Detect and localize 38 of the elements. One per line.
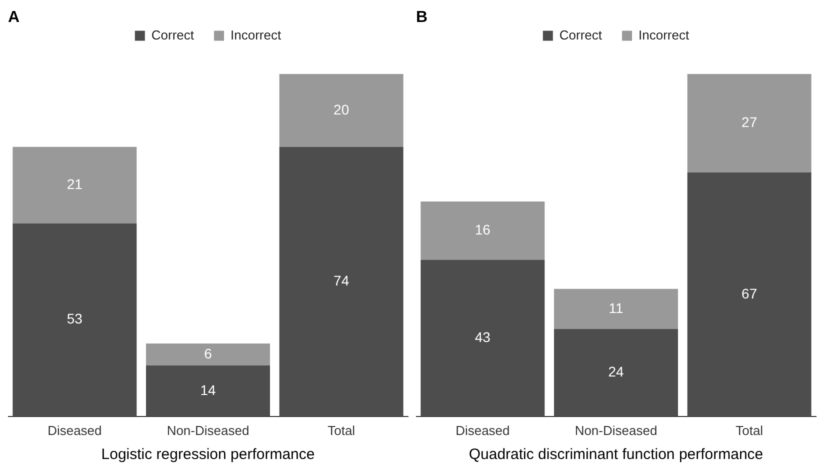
bar [687, 172, 812, 416]
x-tick-label: Non-Diseased [166, 422, 250, 438]
data-label: 24 [608, 364, 624, 380]
legend-label: Incorrect [230, 27, 282, 42]
data-label: 67 [742, 285, 758, 302]
data-label: 6 [204, 345, 212, 362]
data-label: 74 [334, 272, 350, 289]
bar [687, 74, 812, 172]
bar [420, 260, 545, 416]
data-label: 14 [200, 382, 216, 398]
bar [279, 74, 404, 147]
bar [554, 288, 678, 329]
x-tick-label: Non-Diseased [574, 422, 658, 438]
x-axis-title: Quadratic discriminant function performance [468, 446, 764, 464]
data-label: 11 [608, 300, 624, 316]
bar [279, 146, 404, 416]
bar [554, 328, 678, 416]
chart-title: A [8, 9, 20, 26]
bar [12, 223, 137, 416]
x-tick-label: Diseased [456, 422, 510, 438]
x-tick-label: Total [736, 422, 764, 438]
data-label: 16 [474, 222, 491, 238]
x-tick-label: Diseased [48, 422, 102, 438]
x-tick-label: Total [328, 422, 356, 438]
data-label: 53 [66, 310, 83, 327]
bar [420, 202, 545, 260]
x-axis-title: Logistic regression performance [101, 446, 315, 464]
bar [146, 365, 270, 416]
data-label: 21 [66, 176, 83, 192]
data-label: 43 [474, 328, 491, 345]
bar [12, 146, 137, 224]
legend-label: Correct [151, 27, 194, 42]
legend-label: Correct [559, 27, 602, 42]
legend-label: Incorrect [638, 27, 690, 42]
data-label: 27 [742, 114, 758, 130]
bar [146, 344, 270, 366]
data-label: 20 [334, 101, 350, 118]
chart-title: B [416, 9, 428, 26]
